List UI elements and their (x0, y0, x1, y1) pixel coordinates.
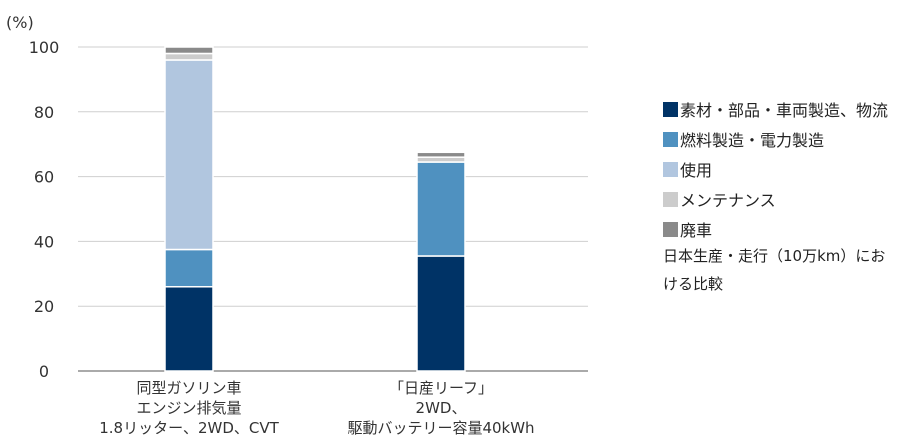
bars (164, 46, 466, 372)
legend-swatch (663, 131, 678, 147)
legend-label: 燃料製造・電力製造 (680, 131, 825, 150)
comparison-note: 日本生産・走行（10万km）における比較 (663, 247, 886, 293)
x-category-label: 1.8リッター、2WD、CVT (99, 419, 279, 437)
legend-item: 素材・部品・車両製造、物流 (663, 94, 901, 124)
x-category-label: 2WD、 (416, 399, 467, 417)
y-tick-label: 40 (34, 232, 54, 251)
legend-item: 廃車 (663, 214, 901, 244)
x-category-label: 同型ガソリン車 (136, 379, 241, 397)
bar-segment (416, 151, 466, 158)
bar-segment (416, 255, 466, 372)
bar-segment (416, 161, 466, 257)
legend-item: メンテナンス (663, 184, 901, 214)
gridlines (78, 46, 588, 372)
x-category-label: 駆動バッテリー容量40kWh (347, 419, 534, 437)
y-axis: 0 20 40 60 80 100 (%) (6, 13, 59, 381)
legend-item: 使用 (663, 154, 901, 184)
bar-segment (164, 46, 214, 55)
y-tick-label: 60 (34, 168, 54, 187)
bar-segment (164, 248, 214, 288)
bar-segment (164, 52, 214, 61)
legend-label: 使用 (680, 161, 713, 180)
x-category-label: エンジン排気量 (136, 399, 241, 417)
y-tick-label: 100 (29, 38, 60, 57)
legend-swatch (663, 221, 678, 237)
y-tick-label: 20 (34, 297, 54, 316)
legend-label: メンテナンス (680, 191, 776, 210)
legend-swatch (663, 191, 678, 207)
y-tick-label: 80 (34, 103, 54, 122)
legend-item: 燃料製造・電力製造 (663, 124, 901, 154)
legend-swatch (663, 101, 678, 117)
y-tick-label: 0 (39, 362, 49, 381)
legend-label: 素材・部品・車両製造、物流 (680, 101, 889, 120)
x-category-label: 「日産リーフ」 (389, 379, 493, 397)
legend-label: 廃車 (680, 221, 713, 240)
y-axis-unit: (%) (6, 13, 34, 32)
bar-segment (164, 59, 214, 251)
bar-segment (164, 286, 214, 372)
legend: 素材・部品・車両製造、物流 燃料製造・電力製造 使用メンテナンス 廃車 (663, 94, 901, 244)
legend-swatch (663, 161, 678, 177)
